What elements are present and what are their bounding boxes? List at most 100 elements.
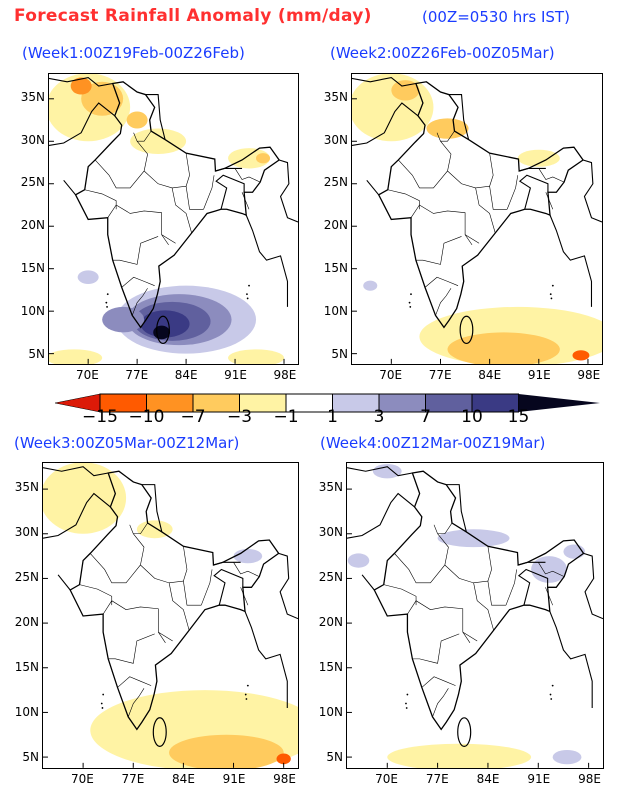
- lon-tick-label: 84E: [476, 772, 500, 786]
- country-boundary: [145, 94, 166, 140]
- colorbar-label: −7: [180, 407, 206, 427]
- country-boundary: [63, 179, 77, 196]
- map-panel-week3: [42, 462, 299, 769]
- country-boundary: [549, 611, 593, 708]
- island: [106, 293, 109, 296]
- lat-tick-label: 5N: [331, 346, 348, 361]
- state-boundary: [84, 189, 117, 210]
- state-boundary: [407, 600, 471, 643]
- state-boundary: [415, 236, 462, 265]
- state-boundary: [112, 236, 159, 265]
- country-boundary: [49, 76, 113, 87]
- state-boundary: [475, 187, 496, 234]
- lon-tick-label: 98E: [578, 772, 601, 786]
- lat-tick-label: 35N: [323, 89, 348, 104]
- map-panel-week2: [351, 73, 603, 365]
- state-boundary: [421, 676, 456, 688]
- anomaly-region: [363, 280, 378, 291]
- sri-lanka-outline: [152, 717, 167, 747]
- anomaly-region: [437, 529, 510, 548]
- lat-tick-label: 5N: [28, 346, 45, 361]
- state-boundary: [444, 564, 506, 606]
- lon-tick-label: 91E: [224, 368, 247, 382]
- anomaly-region: [387, 743, 532, 768]
- lat-tick-label: 35N: [14, 480, 39, 495]
- state-boundary: [398, 132, 452, 189]
- lat-tick-label: 20N: [14, 615, 39, 630]
- state-boundary: [102, 600, 166, 643]
- state-boundary: [168, 582, 190, 631]
- colorbar-label: −10: [128, 407, 165, 427]
- island: [245, 698, 248, 700]
- island: [106, 306, 108, 308]
- state-boundary: [79, 584, 113, 606]
- anomaly-region: [70, 77, 92, 95]
- state-boundary: [437, 522, 453, 535]
- state-boundary: [90, 524, 145, 584]
- lon-tick-label: 98E: [577, 368, 601, 382]
- state-boundary: [432, 688, 449, 718]
- figure-subtitle: (00Z=0530 hrs IST): [422, 8, 570, 26]
- state-boundary: [171, 187, 192, 234]
- state-boundary: [234, 168, 261, 183]
- lat-tick-label: 20N: [323, 218, 348, 233]
- panel-title-week3: (Week3:00Z05Mar-00Z12Mar): [14, 434, 240, 452]
- lat-tick-label: 30N: [14, 525, 39, 540]
- sri-lanka-outline: [457, 717, 472, 747]
- anomaly-region: [43, 463, 127, 534]
- state-boundary: [117, 676, 152, 688]
- country-boundary: [43, 466, 109, 477]
- island: [105, 301, 108, 304]
- state-boundary: [505, 569, 517, 606]
- lat-tick-label: 10N: [323, 303, 348, 318]
- state-boundary: [462, 631, 478, 642]
- state-boundary: [538, 562, 565, 577]
- island: [551, 284, 554, 287]
- lon-tick-label: 70E: [375, 772, 398, 786]
- island: [405, 707, 408, 709]
- lat-tick-label: 15N: [318, 660, 343, 675]
- india-outline: [373, 470, 585, 731]
- state-boundary: [394, 524, 449, 584]
- anomaly-region: [77, 270, 99, 284]
- anomaly-region: [153, 325, 171, 340]
- island: [406, 693, 409, 696]
- india-outline: [69, 470, 280, 731]
- lat-tick-label: 25N: [20, 175, 45, 190]
- island: [410, 293, 412, 296]
- colorbar-label: −1: [273, 407, 299, 427]
- state-boundary: [143, 170, 204, 210]
- lat-tick-label: 15N: [14, 660, 39, 675]
- country-boundary: [347, 466, 413, 477]
- country-boundary: [448, 94, 470, 140]
- lon-tick-label: 70E: [379, 368, 403, 382]
- anomaly-region: [102, 306, 145, 333]
- anomaly-region: [276, 753, 291, 765]
- anomaly-region: [552, 749, 582, 765]
- lat-tick-label: 15N: [20, 261, 45, 276]
- anomaly-region: [372, 464, 402, 479]
- colorbar-label: 3: [373, 407, 385, 427]
- island: [551, 684, 554, 687]
- anomaly-region: [140, 310, 190, 338]
- country-boundary: [49, 102, 116, 147]
- sri-lanka-outline: [156, 315, 170, 345]
- lat-tick-label: 30N: [20, 132, 45, 147]
- country-boundary: [361, 574, 375, 591]
- colorbar-label: −15: [82, 407, 118, 427]
- island: [246, 293, 248, 296]
- country-boundary: [352, 76, 416, 87]
- island: [244, 693, 247, 696]
- anomaly-region: [447, 332, 560, 364]
- lat-tick-label: 25N: [318, 570, 343, 585]
- lat-tick-label: 30N: [318, 525, 343, 540]
- colorbar-high-arrow: [518, 394, 600, 412]
- panel-title-week2: (Week2:00Z26Feb-00Z05Mar): [330, 44, 555, 62]
- island: [246, 684, 249, 687]
- country-boundary: [446, 484, 467, 533]
- state-boundary: [387, 189, 420, 210]
- lat-tick-label: 35N: [318, 480, 343, 495]
- state-boundary: [473, 582, 494, 631]
- state-boundary: [447, 170, 508, 210]
- panel-title-week4: (Week4:00Z12Mar-00Z19Mar): [320, 434, 546, 452]
